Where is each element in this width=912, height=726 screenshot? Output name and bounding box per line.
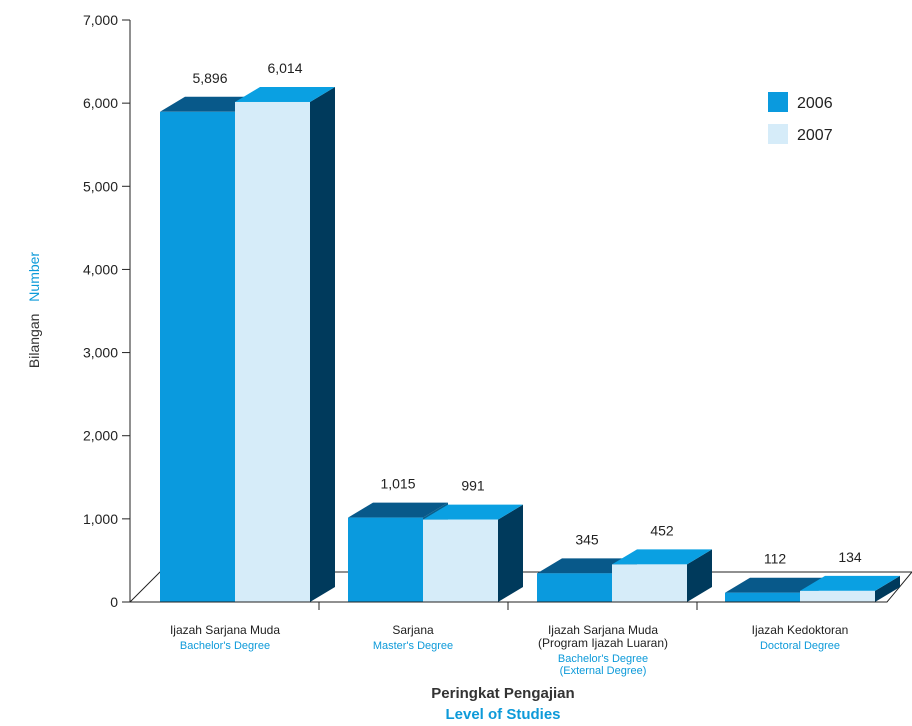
- data-label-2006: 1,015: [380, 476, 415, 492]
- y-axis-title-ms: Bilangan: [26, 314, 42, 369]
- bar-top: [423, 504, 523, 520]
- bar-2007-3: [800, 575, 900, 602]
- category-label: Sarjana: [392, 623, 434, 637]
- data-label-2007: 134: [838, 549, 862, 565]
- bar-top: [612, 549, 712, 565]
- bar-top: [235, 86, 335, 102]
- bar-side: [687, 549, 712, 602]
- bar-top: [348, 502, 448, 518]
- bar-front: [725, 592, 800, 602]
- bar-side: [498, 504, 523, 602]
- bar-top: [725, 577, 825, 593]
- y-tick-label: 2,000: [83, 428, 118, 444]
- legend: 2006 2007: [768, 92, 833, 144]
- y-axis: 0 1,000 2,000 3,000 4,000 5,000 6,000 7,000: [83, 12, 131, 610]
- bar-2007-0: [235, 86, 335, 603]
- category-label: Ijazah Sarjana Muda: [548, 623, 658, 637]
- legend-label-2006: 2006: [797, 95, 833, 112]
- category-label-en: Master's Degree: [373, 640, 453, 652]
- y-tick-label: 6,000: [83, 95, 118, 111]
- bars: [160, 86, 900, 603]
- bar-front: [235, 101, 310, 603]
- y-tick-label: 3,000: [83, 345, 118, 361]
- category-label-en: Bachelor's Degree: [180, 640, 270, 652]
- category-label-en: Doctoral Degree: [760, 640, 840, 652]
- data-label-2006: 345: [575, 531, 599, 547]
- data-labels: 5,896 1,015 345 112 6,014 991 452 134: [192, 60, 861, 567]
- bar-2007-1: [423, 504, 523, 602]
- bar-2007-2: [612, 549, 712, 602]
- bar-front: [800, 590, 875, 602]
- x-axis: Ijazah Sarjana Muda Bachelor's Degree Sarj…: [130, 601, 887, 677]
- data-label-2006: 112: [764, 551, 787, 567]
- bar-front: [160, 111, 235, 603]
- y-tick-label: 0: [110, 594, 118, 610]
- legend-label-2007: 2007: [797, 127, 833, 144]
- y-tick-label: 4,000: [83, 261, 118, 277]
- bar-side: [310, 86, 335, 602]
- data-label-2007: 6,014: [267, 60, 302, 76]
- x-axis-title-en: Level of Studies: [445, 706, 560, 723]
- y-tick-label: 5,000: [83, 178, 118, 194]
- category-label: (Program Ijazah Luaran): [538, 636, 668, 650]
- y-axis-title: Bilangan Number: [26, 252, 42, 369]
- data-label-2007: 991: [461, 478, 485, 494]
- y-tick-label: 7,000: [83, 12, 118, 28]
- x-axis-title-ms: Peringkat Pengajian: [431, 685, 574, 702]
- bar-front: [423, 519, 498, 602]
- bar-side: [875, 575, 900, 602]
- bar-front: [537, 573, 612, 602]
- category-label: Ijazah Kedoktoran: [752, 623, 849, 637]
- legend-swatch-2007: [768, 124, 788, 144]
- bar-front: [348, 517, 423, 602]
- category-label-en: (External Degree): [560, 665, 647, 677]
- category-label-en: Bachelor's Degree: [558, 653, 648, 665]
- bar-top: [800, 575, 900, 591]
- bar-front: [612, 564, 687, 602]
- y-tick-label: 1,000: [83, 511, 118, 527]
- data-label-2006: 5,896: [192, 70, 227, 86]
- y-axis-title-en: Number: [26, 252, 42, 302]
- legend-swatch-2006: [768, 92, 788, 112]
- category-label: Ijazah Sarjana Muda: [170, 623, 280, 637]
- data-label-2007: 452: [650, 522, 674, 538]
